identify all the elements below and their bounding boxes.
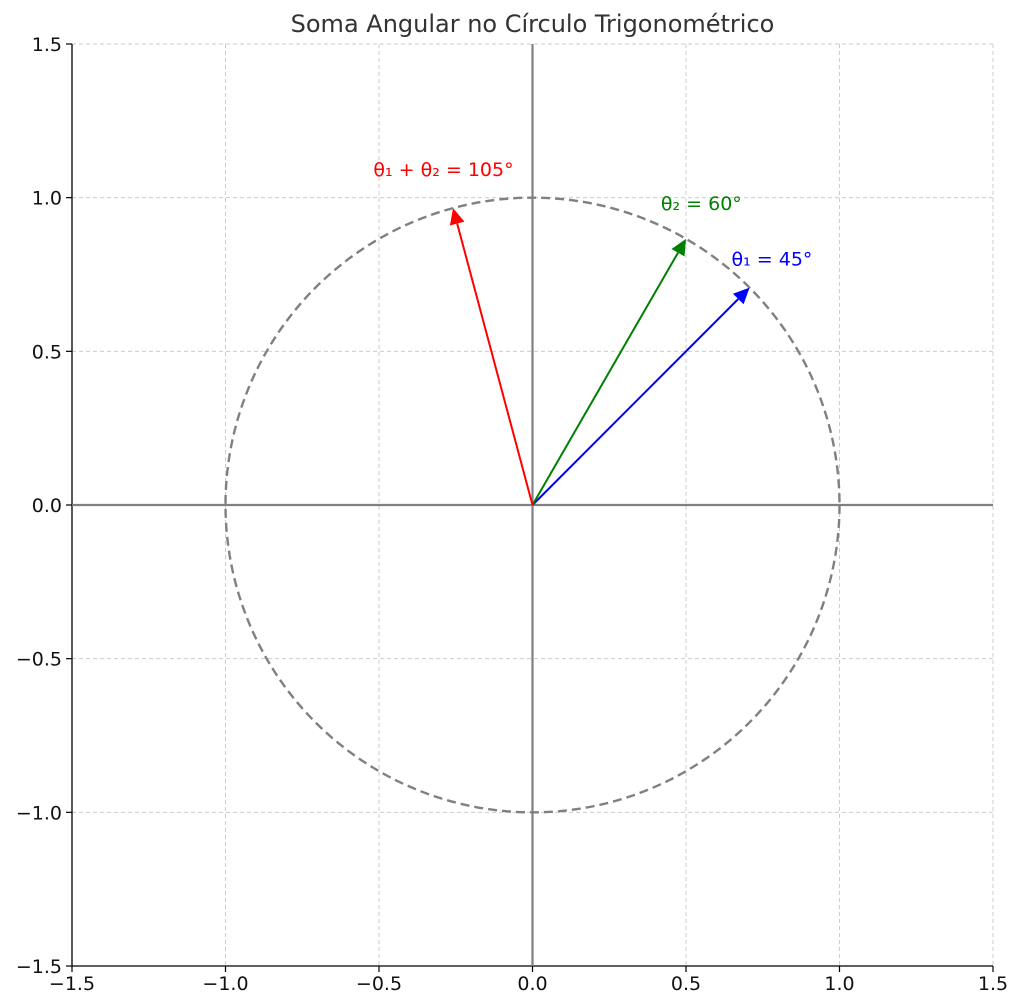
x-tick-label: −1.0 (202, 973, 248, 995)
vector-sum-shaft (456, 223, 534, 506)
chart-title: Soma Angular no Círculo Trigonométrico (291, 10, 775, 38)
vector-sum-arrowhead (449, 208, 465, 226)
x-tick-label: 1.5 (978, 973, 1008, 995)
vector-theta2-shaft (531, 252, 679, 506)
y-tick-label: 1.5 (32, 34, 62, 56)
y-tick-label: 1.0 (32, 188, 62, 210)
vectors: θ₁ = 45° θ₂ = 60° θ₁ + θ₂ = 105° (373, 159, 812, 506)
vector-theta2-arrowhead (671, 238, 686, 257)
y-tick-label: −1.5 (16, 956, 62, 978)
y-tick-label: 0.5 (32, 341, 62, 363)
x-tick-label: 0.0 (517, 973, 547, 995)
x-tick-label: −1.5 (49, 973, 95, 995)
unit-circle-layer (224, 196, 841, 814)
x-tick-label: −0.5 (356, 973, 402, 995)
x-tick-label: 0.5 (671, 973, 701, 995)
vector-theta1-shaft (531, 298, 739, 506)
vector-theta1-arrowhead (732, 287, 750, 305)
y-tick-label: 0.0 (32, 495, 62, 517)
x-tick-label: 1.0 (824, 973, 854, 995)
y-tick-label: −0.5 (16, 649, 62, 671)
vector-sum-label: θ₁ + θ₂ = 105° (373, 159, 513, 181)
vector-theta1-label: θ₁ = 45° (731, 248, 812, 270)
unit-circle (224, 196, 841, 814)
vector-theta2-label: θ₂ = 60° (661, 193, 742, 215)
y-tick-label: −1.0 (16, 802, 62, 824)
tick-labels: −1.5 −1.0 −0.5 0.0 0.5 1.0 1.5 −1.5 −1.0 −0.5 0.0 0… (16, 34, 1008, 995)
